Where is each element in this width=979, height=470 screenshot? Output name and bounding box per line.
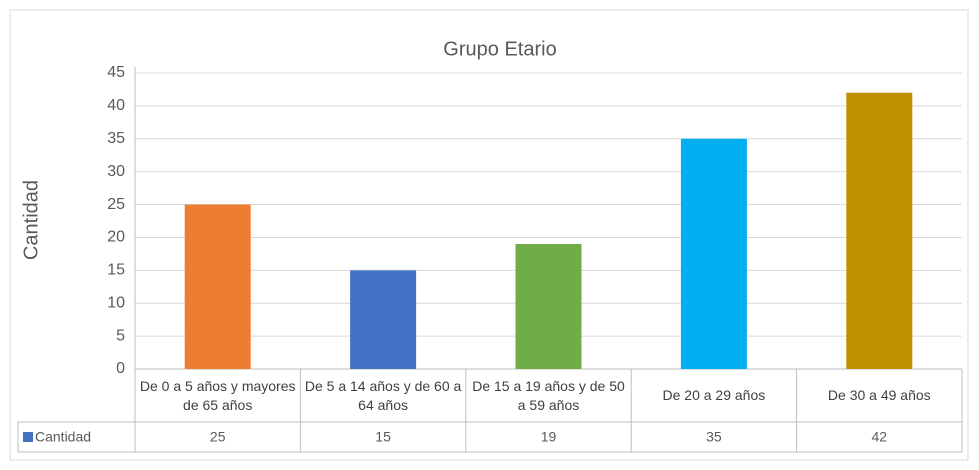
table-value: 42 (872, 429, 888, 445)
x-tick-label: De 5 a 14 años y de 60 a 64 años (304, 377, 462, 413)
y-tick-label: 10 (107, 294, 125, 311)
legend-key (23, 432, 33, 442)
y-axis-label: Cantidad (20, 180, 42, 260)
y-tick-label: 30 (107, 163, 125, 180)
bar (515, 244, 582, 369)
y-tick-label: 0 (116, 360, 125, 377)
table-value: 35 (706, 429, 722, 445)
x-tick-label: De 30 a 49 años (827, 387, 931, 403)
bar (846, 92, 913, 369)
y-tick-label: 25 (107, 196, 125, 213)
x-tick-label: De 20 a 29 años (662, 387, 766, 403)
bar (184, 204, 251, 369)
x-tick-label: De 15 a 19 años y de 50 a 59 años (472, 377, 625, 413)
y-tick-label: 40 (107, 97, 125, 114)
y-tick-label: 35 (107, 130, 125, 147)
bar (350, 270, 417, 369)
y-tick-label: 15 (107, 262, 125, 279)
chart-title: Grupo Etario (443, 38, 556, 60)
bar (680, 138, 747, 369)
chart-border (9, 9, 969, 461)
y-tick-label: 20 (107, 229, 125, 246)
legend-label: Cantidad (35, 429, 91, 445)
table-value: 15 (375, 429, 391, 445)
table-value: 19 (541, 429, 557, 445)
y-tick-label: 5 (116, 327, 125, 344)
x-tick-label: De 0 a 5 años y mayores de 65 años (139, 377, 296, 413)
y-tick-label: 45 (107, 64, 125, 81)
table-value: 25 (210, 429, 226, 445)
